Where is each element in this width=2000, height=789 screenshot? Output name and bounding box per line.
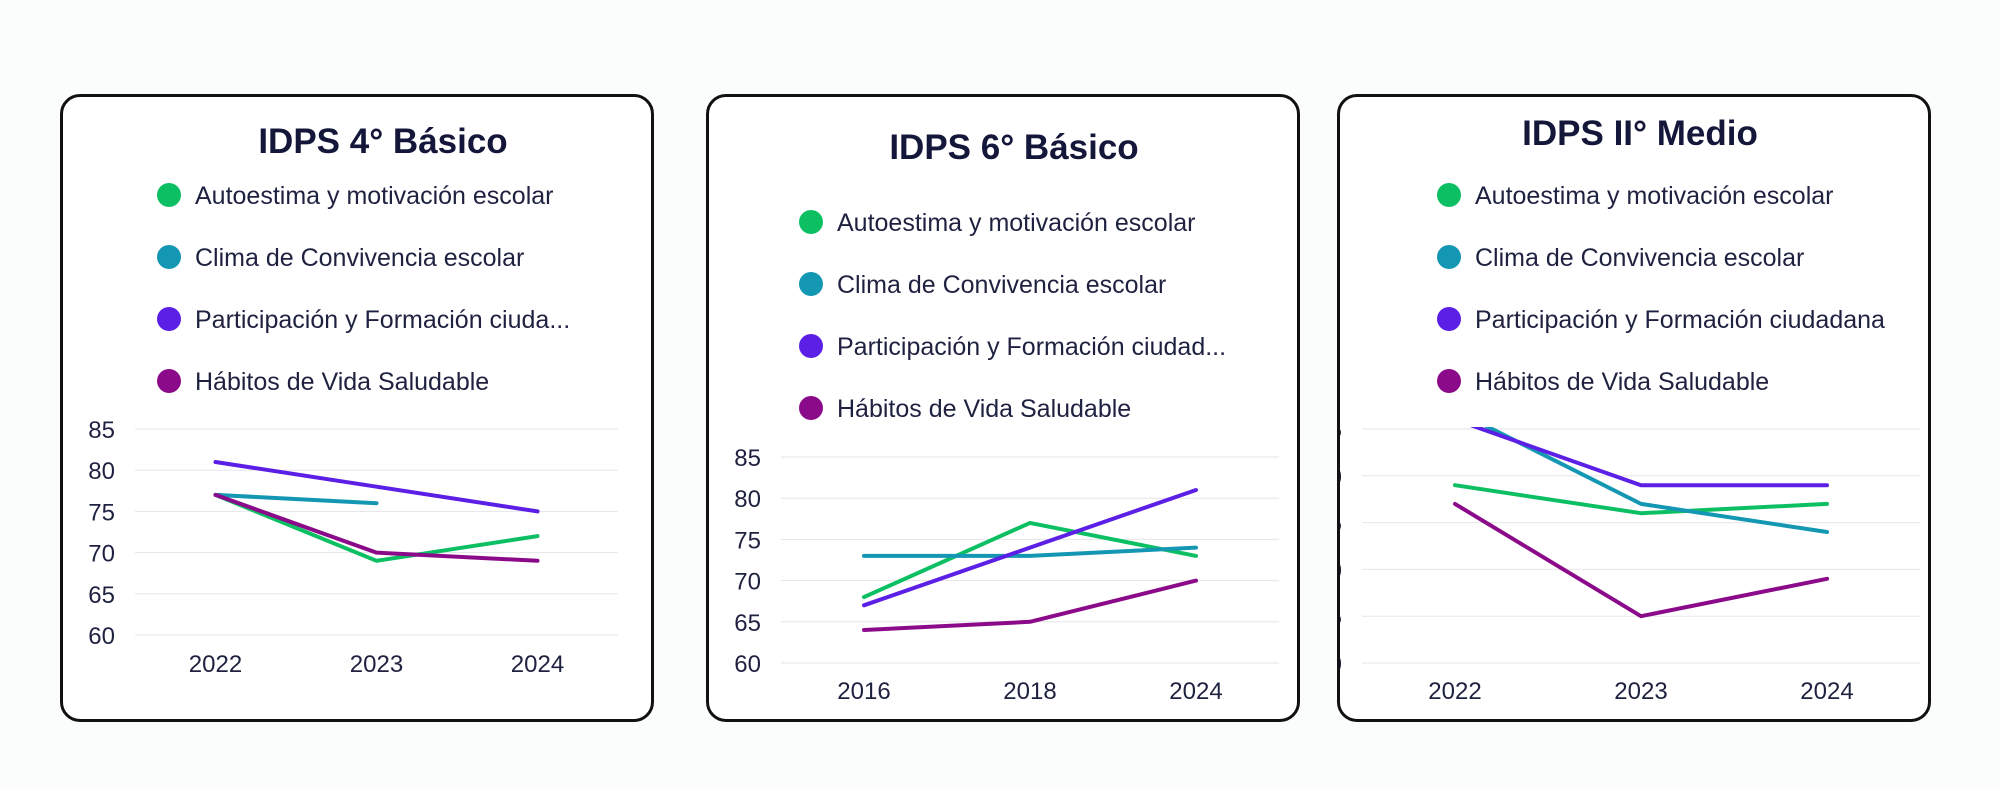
chart-panel-ii-medio: IDPS II° Medio Autoestima y motivación es… xyxy=(1337,94,1931,722)
legend-label: Clima de Convivencia escolar xyxy=(1475,244,1804,272)
x-tick-label: 2024 xyxy=(511,651,564,678)
legend-marker xyxy=(799,272,823,296)
legend-marker xyxy=(799,210,823,234)
y-tick-label: 65 xyxy=(88,582,115,609)
y-tick-label: 85 xyxy=(1340,417,1342,444)
y-tick-label: 85 xyxy=(734,445,761,472)
series-line xyxy=(862,545,1198,558)
legend-marker xyxy=(1437,245,1461,269)
series-line xyxy=(862,578,1198,632)
x-tick-label: 2024 xyxy=(1800,678,1853,705)
y-tick-label: 80 xyxy=(1340,464,1342,491)
legend-label: Autoestima y motivación escolar xyxy=(195,182,553,210)
series-line xyxy=(213,460,540,514)
x-tick-label: 2016 xyxy=(837,678,890,705)
legend-label: Hábitos de Vida Saludable xyxy=(195,368,489,396)
series-line xyxy=(862,488,1198,608)
y-tick-label: 75 xyxy=(1340,511,1342,538)
legend-label: Hábitos de Vida Saludable xyxy=(837,395,1131,423)
y-tick-label: 60 xyxy=(734,651,761,678)
series-line xyxy=(862,520,1198,600)
y-tick-label: 75 xyxy=(88,499,115,526)
x-tick-label: 2024 xyxy=(1169,678,1222,705)
x-tick-label: 2018 xyxy=(1003,678,1056,705)
y-tick-label: 85 xyxy=(88,417,115,444)
y-tick-label: 60 xyxy=(88,623,115,650)
chart-svg-6-basico: IDPS 6° Básico Autoestima y motivación es… xyxy=(734,128,1279,705)
legend-marker xyxy=(799,334,823,358)
x-tick-label: 2022 xyxy=(1428,678,1481,705)
legend-marker xyxy=(157,307,181,331)
chart-panel-4-basico: IDPS 4° Básico Autoestima y motivación es… xyxy=(60,94,654,722)
legend-label: Participación y Formación ciudad... xyxy=(837,333,1226,361)
y-tick-label: 80 xyxy=(734,486,761,513)
x-tick-label: 2022 xyxy=(189,651,242,678)
y-tick-label: 60 xyxy=(1340,651,1342,678)
legend-marker xyxy=(1437,369,1461,393)
series-line xyxy=(1453,483,1829,516)
chart-svg-ii-medio: IDPS II° Medio Autoestima y motivación es… xyxy=(1340,114,1920,705)
y-tick-label: 65 xyxy=(1340,604,1342,631)
y-tick-label: 80 xyxy=(88,458,115,485)
legend-marker xyxy=(799,396,823,420)
series-line xyxy=(213,492,379,506)
x-tick-label: 2023 xyxy=(350,651,403,678)
legend-marker xyxy=(1437,307,1461,331)
chart-title: IDPS 4° Básico xyxy=(258,122,507,161)
legend-marker xyxy=(1437,183,1461,207)
series-line xyxy=(1469,427,1829,488)
chart-title: IDPS II° Medio xyxy=(1522,114,1758,153)
y-tick-label: 65 xyxy=(734,610,761,637)
chart-panel-6-basico: IDPS 6° Básico Autoestima y motivación es… xyxy=(706,94,1300,722)
legend-label: Clima de Convivencia escolar xyxy=(195,244,524,272)
legend-label: Participación y Formación ciudadana xyxy=(1475,306,1885,334)
legend-marker xyxy=(157,369,181,393)
legend-marker xyxy=(157,245,181,269)
chart-title: IDPS 6° Básico xyxy=(889,128,1138,167)
legend-label: Hábitos de Vida Saludable xyxy=(1475,368,1769,396)
y-tick-label: 70 xyxy=(1340,557,1342,584)
legend-label: Autoestima y motivación escolar xyxy=(837,209,1195,237)
series-line xyxy=(213,492,540,563)
legend-label: Participación y Formación ciuda... xyxy=(195,306,570,334)
series-line xyxy=(1453,501,1829,619)
x-tick-label: 2023 xyxy=(1614,678,1667,705)
y-tick-label: 70 xyxy=(88,541,115,568)
y-tick-label: 70 xyxy=(734,569,761,596)
legend-label: Clima de Convivencia escolar xyxy=(837,271,1166,299)
chart-svg-4-basico: IDPS 4° Básico Autoestima y motivación es… xyxy=(88,122,618,678)
legend-label: Autoestima y motivación escolar xyxy=(1475,182,1833,210)
legend-marker xyxy=(157,183,181,207)
y-tick-label: 75 xyxy=(734,527,761,554)
series-line xyxy=(213,492,540,563)
